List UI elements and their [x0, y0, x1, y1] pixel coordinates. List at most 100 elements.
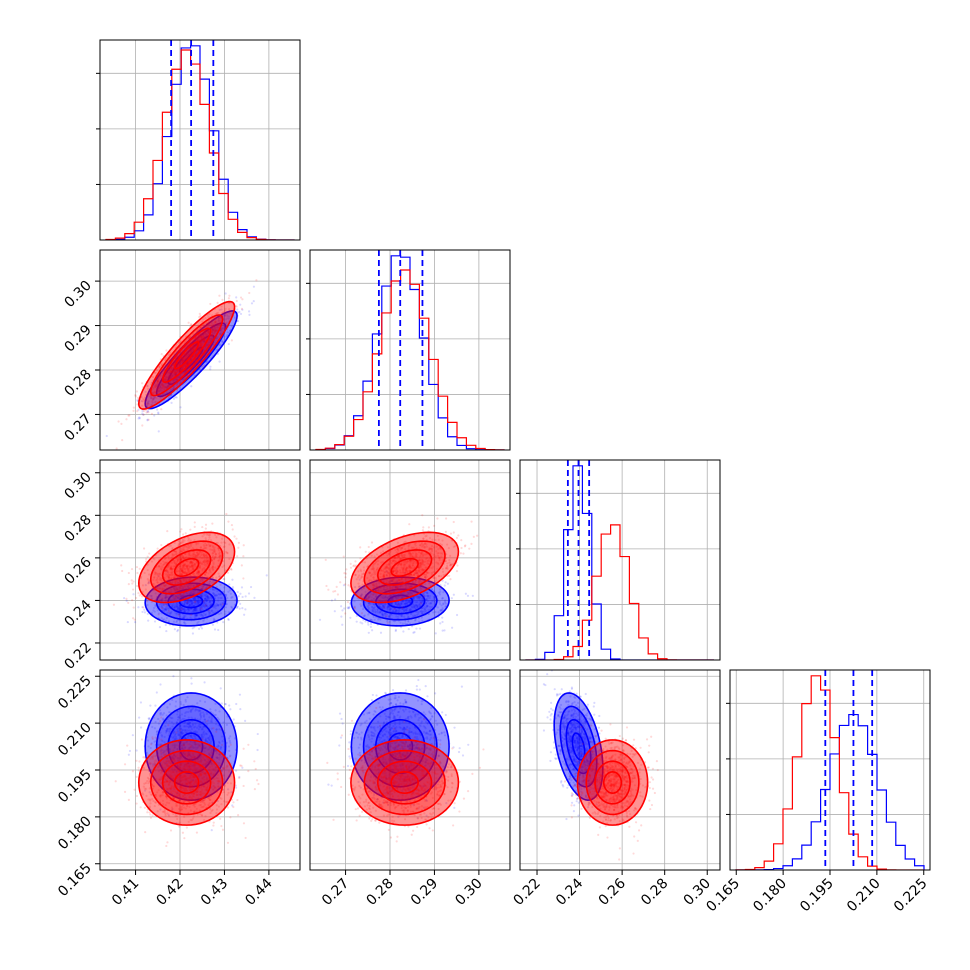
scatter-point — [189, 336, 192, 339]
scatter-point — [153, 390, 157, 393]
scatter-point — [250, 302, 254, 305]
scatter-point — [204, 604, 207, 607]
scatter-point — [177, 608, 181, 612]
scatter-point — [137, 606, 140, 609]
scatter-point — [176, 606, 179, 609]
scatter-point — [165, 629, 168, 633]
scatter-point — [230, 523, 234, 527]
scatter-point — [194, 590, 197, 593]
scatter-point — [249, 585, 253, 589]
scatter-point — [156, 388, 159, 391]
scatter-point — [171, 604, 174, 607]
y-tick-label: 0.27 — [61, 411, 94, 444]
scatter-point — [201, 585, 204, 589]
scatter-point — [152, 376, 155, 379]
scatter-point — [165, 376, 168, 379]
scatter-point — [141, 400, 144, 403]
scatter-point — [339, 581, 342, 584]
scatter-point — [164, 379, 167, 382]
scatter-point — [227, 590, 230, 593]
scatter-point — [207, 341, 210, 344]
scatter-point — [204, 345, 207, 348]
scatter-point — [191, 347, 194, 350]
scatter-point — [184, 585, 187, 588]
scatter-point — [218, 308, 221, 311]
scatter-point — [195, 613, 198, 616]
scatter-point — [209, 320, 213, 323]
scatter-point — [160, 599, 164, 603]
scatter-point — [196, 329, 200, 333]
scatter-point — [201, 579, 204, 583]
scatter-point — [207, 597, 210, 600]
scatter-point — [181, 616, 184, 619]
scatter-point — [439, 622, 442, 625]
scatter-point — [179, 595, 182, 599]
scatter-point — [192, 601, 195, 605]
scatter-point — [194, 596, 197, 600]
scatter-point — [182, 586, 185, 589]
scatter-point — [164, 596, 168, 599]
scatter-point — [217, 628, 220, 632]
scatter-point — [210, 609, 214, 612]
scatter-point — [183, 593, 186, 596]
scatter-point — [170, 368, 173, 371]
scatter-point — [184, 354, 187, 358]
scatter-point — [224, 292, 227, 295]
scatter-point — [193, 344, 196, 347]
scatter-point — [186, 356, 189, 359]
scatter-point — [198, 316, 201, 319]
scatter-point — [219, 333, 222, 336]
scatter-point — [184, 363, 187, 367]
scatter-point — [186, 600, 189, 603]
scatter-point — [183, 621, 186, 624]
scatter-point — [154, 400, 158, 403]
scatter-point — [194, 614, 197, 617]
scatter-point — [216, 326, 219, 329]
scatter-point — [174, 373, 177, 376]
scatter-point — [183, 365, 186, 368]
scatter-point — [147, 418, 150, 421]
scatter-point — [199, 580, 202, 583]
scatter-point — [172, 586, 176, 590]
scatter-point — [146, 402, 149, 405]
scatter-point — [394, 628, 398, 631]
scatter-point — [132, 593, 135, 596]
scatter-point — [166, 385, 170, 388]
density-fill-0 — [145, 310, 238, 409]
scatter-point — [189, 528, 192, 531]
scatter-point — [204, 325, 207, 329]
scatter-point — [196, 337, 199, 340]
scatter-point — [171, 369, 174, 372]
y-tick-label: 0.30 — [61, 278, 94, 311]
scatter-point — [161, 607, 164, 610]
scatter-point — [197, 333, 200, 337]
scatter-point — [213, 588, 216, 591]
scatter-point — [171, 374, 175, 377]
scatter-point — [213, 327, 216, 330]
scatter-point — [236, 555, 239, 558]
scatter-point — [216, 301, 219, 305]
scatter-point — [170, 369, 173, 372]
scatter-point — [154, 592, 157, 595]
scatter-point — [213, 594, 217, 597]
scatter-point — [199, 614, 203, 617]
scatter-point — [180, 594, 183, 597]
scatter-point — [153, 396, 156, 399]
scatter-point — [164, 596, 168, 599]
scatter-point — [207, 597, 211, 600]
scatter-point — [227, 331, 230, 334]
scatter-point — [402, 630, 405, 633]
scatter-point — [188, 360, 191, 363]
scatter-point — [174, 371, 177, 374]
scatter-point — [189, 592, 192, 596]
scatter-point — [203, 599, 206, 603]
scatter-point — [178, 346, 181, 350]
scatter-point — [175, 396, 178, 399]
scatter-point — [207, 582, 210, 585]
scatter-point — [150, 400, 154, 403]
scatter-point — [194, 602, 197, 605]
scatter-point — [248, 313, 251, 316]
scatter-point — [195, 339, 199, 342]
scatter-point — [148, 392, 151, 395]
scatter-point — [169, 370, 172, 373]
